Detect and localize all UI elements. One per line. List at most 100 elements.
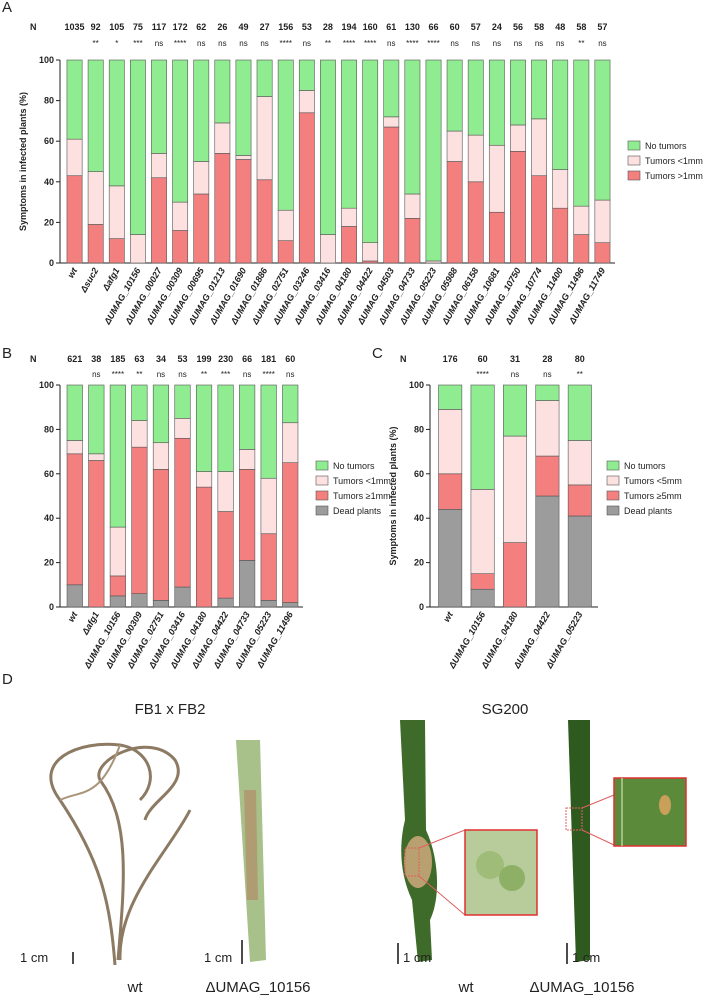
zoom-line xyxy=(418,875,466,916)
legend-swatch xyxy=(315,460,329,471)
bar-segment xyxy=(195,486,213,608)
bar-segment xyxy=(108,238,125,264)
significance: **** xyxy=(112,370,124,379)
n-value: 53 xyxy=(302,22,312,32)
bar-segment xyxy=(66,440,83,455)
bar-segment xyxy=(174,384,191,419)
bar-segment xyxy=(88,384,105,455)
bar-segment xyxy=(109,595,126,608)
n-value: 80 xyxy=(575,354,585,364)
bar-segment xyxy=(282,462,299,603)
significance: ns xyxy=(157,370,165,379)
bar-segment xyxy=(383,116,400,128)
bar-segment xyxy=(404,218,421,264)
bar-segment xyxy=(446,59,463,132)
bar-segment xyxy=(172,230,189,264)
y-tick-label: 60 xyxy=(44,469,54,479)
zoom-line xyxy=(581,829,615,846)
y-tick-label: 0 xyxy=(49,258,54,268)
significance: ** xyxy=(93,39,99,48)
bar-segment xyxy=(87,59,104,172)
n-value: 38 xyxy=(91,354,101,364)
legend-swatch xyxy=(315,505,329,516)
significance: ** xyxy=(325,39,331,48)
bar-segment xyxy=(256,59,273,97)
legend-label: No tumors xyxy=(645,141,687,151)
bar-segment xyxy=(510,124,526,152)
n-value: 66 xyxy=(429,22,439,32)
significance: ns xyxy=(511,370,519,379)
n-value: 66 xyxy=(242,354,252,364)
bar-segment xyxy=(567,384,592,441)
bar-segment xyxy=(383,126,400,264)
bar-segment xyxy=(467,59,484,136)
significance: ns xyxy=(286,370,294,379)
panel-label: B xyxy=(2,345,12,362)
n-value: 48 xyxy=(555,22,565,32)
bar-segment xyxy=(260,533,277,601)
x-tick-label: Δafg1 xyxy=(100,266,121,293)
bar-segment xyxy=(131,420,148,448)
n-value: 172 xyxy=(173,22,188,32)
bar-segment xyxy=(66,175,83,264)
zoom-line xyxy=(418,829,466,849)
bar-segment xyxy=(594,59,611,201)
bar-segment xyxy=(341,226,357,264)
bar-segment xyxy=(282,422,299,463)
significance: ns xyxy=(493,39,501,48)
bar-segment xyxy=(66,59,83,140)
bar-segment xyxy=(152,442,170,470)
legend-label: Tumors ≥1mm xyxy=(333,491,391,501)
n-value: 60 xyxy=(450,22,460,32)
bar-segment xyxy=(193,193,210,264)
significance: ns xyxy=(178,370,186,379)
bar-segment xyxy=(535,400,560,457)
bar-segment xyxy=(531,118,547,177)
tumor xyxy=(404,836,432,888)
panel-label: C xyxy=(372,345,383,362)
bar-segment xyxy=(446,161,463,264)
bar-segment xyxy=(383,59,400,118)
bar-segment xyxy=(438,473,463,510)
n-value: 58 xyxy=(576,22,586,32)
zoom-line xyxy=(581,794,615,809)
bar-segment xyxy=(151,153,167,179)
bar-segment xyxy=(298,112,315,264)
bar-segment xyxy=(594,199,611,244)
n-value: 60 xyxy=(478,354,488,364)
y-tick-label: 20 xyxy=(414,558,424,568)
bar-segment xyxy=(131,384,148,421)
bar-segment xyxy=(470,573,495,590)
bar-segment xyxy=(470,384,495,490)
bar-segment xyxy=(87,171,104,225)
significance: ** xyxy=(577,370,583,379)
significance: ns xyxy=(598,39,606,48)
tumor xyxy=(476,851,504,879)
bar-segment xyxy=(109,575,126,597)
y-tick-label: 40 xyxy=(44,177,54,187)
significance: ns xyxy=(243,370,251,379)
dried-leaf xyxy=(49,742,192,966)
bar-segment xyxy=(467,181,484,264)
bar-segment xyxy=(488,59,505,146)
legend-swatch xyxy=(606,490,620,501)
x-tick-label: wt xyxy=(441,609,455,624)
n-label: N xyxy=(30,354,37,364)
n-value: 130 xyxy=(405,22,420,32)
bar-segment xyxy=(193,161,210,195)
bar-segment xyxy=(66,584,83,608)
bar-segment xyxy=(239,560,256,608)
n-value: 28 xyxy=(542,354,552,364)
bar-segment xyxy=(320,59,336,235)
significance: **** xyxy=(364,39,376,48)
n-value: 28 xyxy=(323,22,333,32)
chart: B N020406080100621wt38nsΔafg1185****ΔUMAG… xyxy=(2,345,391,671)
scale-label: 1 cm xyxy=(204,950,232,965)
lesion xyxy=(659,795,671,815)
legend-swatch xyxy=(315,475,329,486)
significance: ** xyxy=(578,39,584,48)
photo-title: SG200 xyxy=(482,701,529,718)
n-value: 160 xyxy=(363,22,378,32)
n-value: 105 xyxy=(109,22,124,32)
